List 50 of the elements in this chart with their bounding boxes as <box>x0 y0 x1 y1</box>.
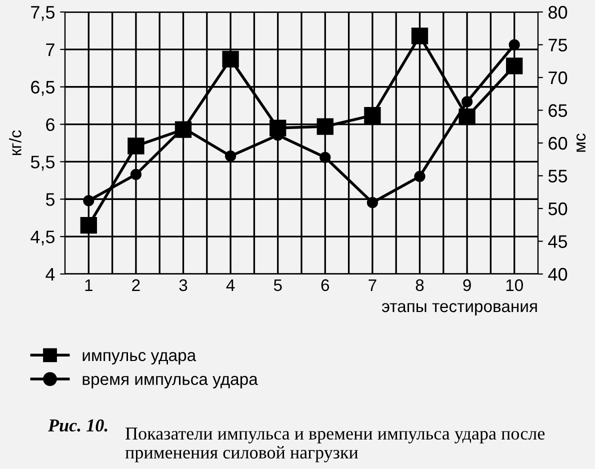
y2-axis-title: мс <box>576 134 586 152</box>
point <box>224 150 236 162</box>
y2-tick-label: 65 <box>548 104 568 117</box>
y-tick-label: 6 <box>46 118 54 132</box>
text: Показатели импульса и времени импульса удара после применения силовой нагрузки <box>125 428 545 462</box>
point <box>458 108 476 126</box>
y-tick-label: 4,5 <box>30 230 55 246</box>
point <box>128 138 144 154</box>
y2-tick-label: 80 <box>548 6 568 19</box>
x-tick-label: 4 <box>226 279 235 291</box>
y2-tick-label: 60 <box>548 136 568 150</box>
point <box>364 106 381 124</box>
point <box>130 168 142 180</box>
y-tick-label: 4 <box>46 268 55 281</box>
x-tick-label: 5 <box>274 279 282 292</box>
y-tick-label: 7,5 <box>31 6 55 21</box>
x-tick-label: 10 <box>506 279 523 292</box>
point <box>320 152 331 163</box>
y2-tick-label: 45 <box>548 235 568 248</box>
x-tick-label: 2 <box>132 279 140 291</box>
point <box>508 39 520 50</box>
legend-label: импульс удара <box>82 352 196 364</box>
legend-label: время импульса удара <box>82 376 258 388</box>
x-tick-label: 1 <box>85 279 92 291</box>
point <box>83 195 94 206</box>
x-tick-label: 3 <box>179 279 188 292</box>
y2-tick-label: 70 <box>548 71 568 84</box>
point <box>506 58 523 74</box>
y2-tick-label: 55 <box>548 170 568 182</box>
point <box>461 96 473 108</box>
x-tick-label: 6 <box>321 279 330 292</box>
text: Рис. 10. <box>48 419 108 432</box>
point <box>80 217 97 234</box>
x-tick-label: 7 <box>368 279 376 291</box>
y2-tick-label: 40 <box>548 268 568 281</box>
y-tick-label: 7 <box>46 44 54 56</box>
x-tick-label: 8 <box>416 279 424 292</box>
y2-tick-label: 50 <box>548 202 568 216</box>
point <box>316 118 334 135</box>
y-tick-label: 5,5 <box>30 156 55 171</box>
point <box>366 197 378 208</box>
x-axis-title: этапы тестирования <box>382 303 537 316</box>
point <box>411 28 428 44</box>
y-axis-title: кг/с <box>9 130 22 156</box>
point <box>414 170 426 182</box>
y-tick-label: 6,5 <box>31 80 55 96</box>
x-tick-label: 9 <box>463 279 471 292</box>
y2-tick-label: 75 <box>548 38 568 52</box>
y-tick-label: 5 <box>46 193 55 206</box>
point <box>222 50 239 68</box>
